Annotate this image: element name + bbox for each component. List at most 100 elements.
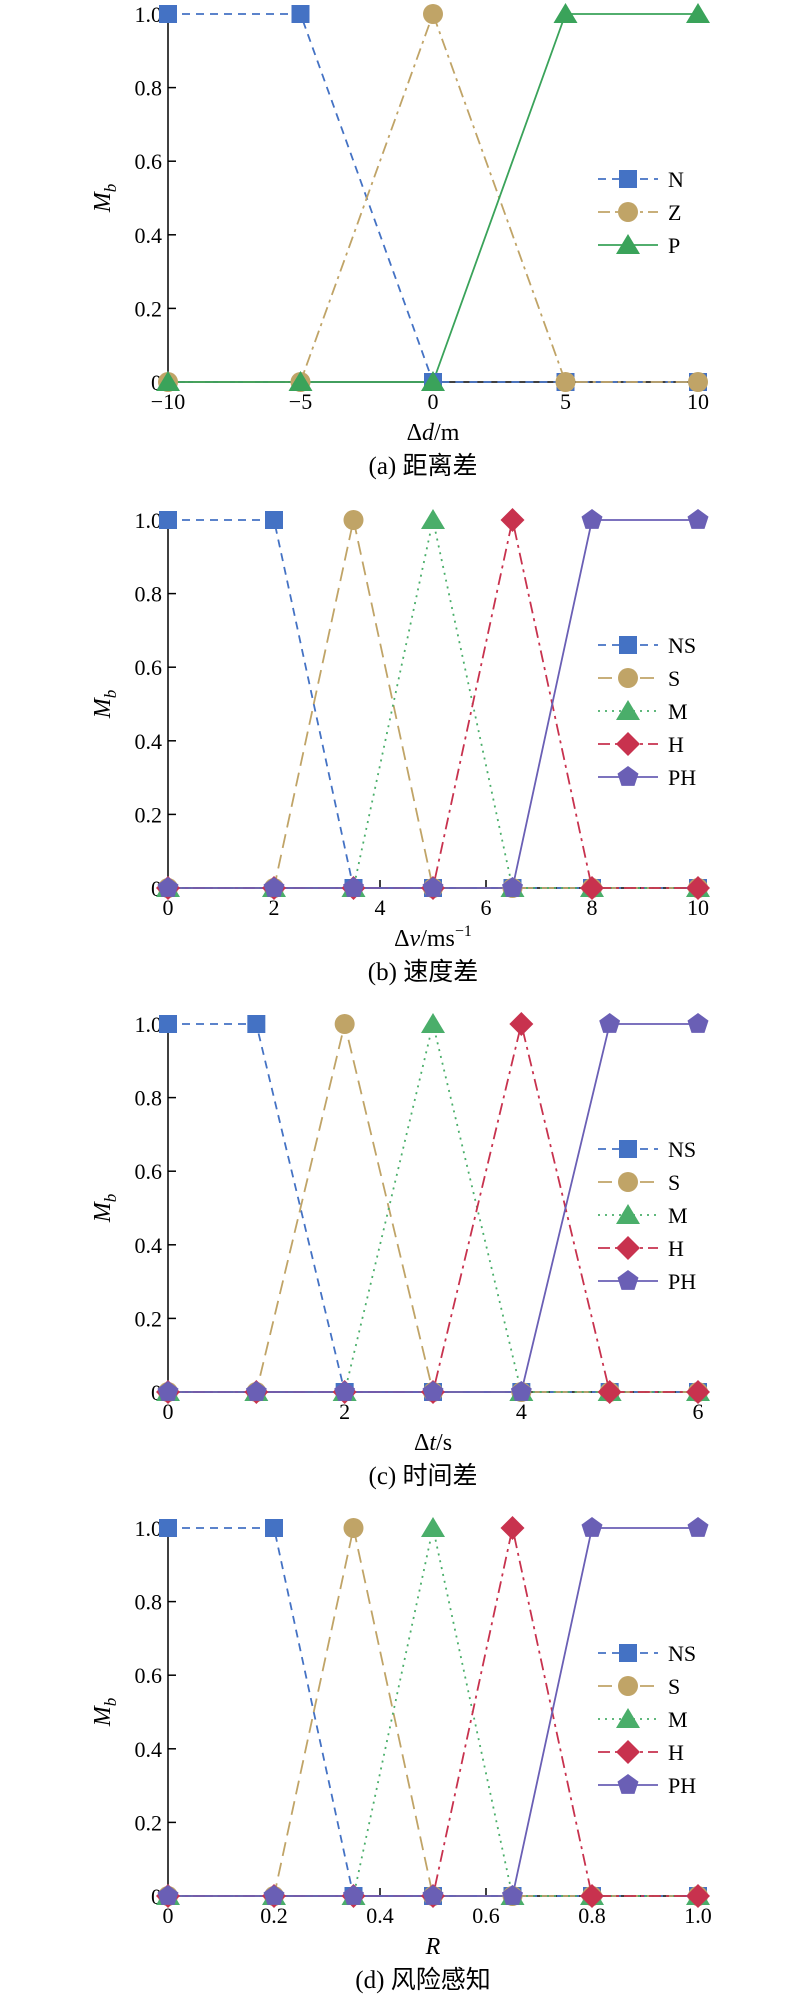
series-line-H	[168, 1527, 698, 1897]
data-point-PH	[422, 1381, 444, 1401]
data-point-PH	[157, 877, 179, 897]
panel-caption: (d) 风险感知	[355, 1966, 490, 1994]
legend-marker-NS	[619, 1140, 637, 1158]
panel-caption: (b) 速度差	[368, 958, 478, 986]
y-axis-label: Mb	[90, 1194, 120, 1224]
y-tick-label: 0.4	[135, 1233, 163, 1258]
x-tick-label: 4	[516, 1399, 527, 1424]
x-tick-label: 0	[428, 389, 439, 414]
data-point-N	[291, 5, 310, 23]
legend-label-P: P	[668, 233, 680, 258]
data-point-S	[334, 1014, 355, 1034]
x-tick-label: 5	[560, 389, 571, 414]
x-axis-label: Δv/ms−1	[394, 923, 472, 952]
data-point-P	[156, 371, 180, 391]
y-tick-label: 1.0	[135, 508, 163, 533]
legend-marker-PH	[617, 1774, 639, 1794]
series-line-Z	[168, 11, 698, 383]
y-tick-label: 1.0	[135, 1012, 163, 1037]
data-point-PH	[263, 877, 285, 897]
data-point-NS	[159, 511, 177, 529]
series-line-M	[168, 519, 698, 889]
legend-label-H: H	[668, 1236, 684, 1261]
series-line-N	[168, 13, 698, 383]
x-tick-label: 10	[687, 389, 709, 414]
data-point-PH	[502, 1885, 523, 1905]
y-tick-label: 0.4	[135, 1737, 163, 1762]
data-point-NS	[159, 1015, 177, 1033]
y-tick-label: 0.6	[135, 149, 163, 174]
data-point-NS	[247, 1015, 266, 1033]
data-point-NS	[265, 511, 283, 529]
data-point-H	[500, 508, 525, 532]
legend-marker-M	[616, 1204, 640, 1224]
legend-marker-S	[618, 1172, 638, 1192]
data-point-P	[288, 371, 313, 391]
x-tick-label: 4	[375, 895, 386, 920]
y-tick-label: 0.2	[135, 1810, 163, 1835]
series-line-P	[168, 13, 698, 383]
series-line-PH	[168, 1527, 698, 1897]
legend-label-N: N	[668, 167, 684, 192]
data-point-H	[686, 1884, 710, 1908]
data-point-Z	[555, 372, 576, 392]
x-tick-label: 0.4	[366, 1903, 394, 1928]
data-point-M	[421, 1517, 445, 1537]
legend-label-M: M	[668, 699, 688, 724]
x-tick-label: 0	[163, 1903, 174, 1928]
y-tick-label: 0.6	[135, 1159, 163, 1184]
legend-label-S: S	[668, 666, 680, 691]
data-point-PH	[343, 1885, 364, 1905]
legend-label-H: H	[668, 1740, 684, 1765]
y-tick-label: 1.0	[135, 1516, 163, 1541]
panel-caption: (a) 距离差	[369, 452, 478, 480]
y-tick-label: 0.8	[135, 1590, 163, 1615]
series-line-S	[168, 1023, 698, 1393]
panel-caption: (c) 时间差	[369, 1462, 478, 1490]
data-point-H	[580, 1884, 604, 1908]
x-tick-label: 0.6	[472, 1903, 500, 1928]
data-point-PH	[157, 1381, 179, 1401]
data-point-PH	[599, 1013, 621, 1033]
legend-label-NS: NS	[668, 1641, 696, 1666]
data-point-PH	[422, 877, 444, 897]
y-tick-label: 0.2	[135, 802, 163, 827]
y-tick-label: 0.6	[135, 1663, 163, 1688]
y-axis-label: Mb	[90, 184, 120, 214]
data-point-M	[421, 509, 445, 529]
x-tick-label: 0	[163, 1399, 174, 1424]
data-point-PH	[334, 1381, 356, 1401]
y-tick-label: 0	[151, 370, 162, 395]
y-tick-label: 1.0	[135, 2, 163, 27]
y-tick-label: 0.4	[135, 223, 163, 248]
y-tick-label: 0.2	[135, 1306, 163, 1331]
data-point-PH	[343, 877, 364, 897]
legend-label-S: S	[668, 1170, 680, 1195]
y-axis-label: Mb	[90, 690, 120, 720]
data-point-PH	[687, 1013, 709, 1033]
data-point-H	[597, 1380, 622, 1404]
data-point-M	[421, 1013, 445, 1033]
y-tick-label: 0.4	[135, 729, 163, 754]
legend-marker-H	[616, 1740, 640, 1764]
data-point-PH	[422, 1885, 444, 1905]
legend-marker-Z	[618, 202, 638, 222]
series-line-H	[168, 1023, 698, 1393]
data-point-N	[159, 5, 177, 23]
x-axis-label: Δd/m	[407, 420, 460, 446]
y-tick-label: 0.8	[135, 1086, 163, 1111]
data-point-PH	[510, 1381, 532, 1401]
legend-label-PH: PH	[668, 1773, 696, 1798]
legend-label-Z: Z	[668, 200, 681, 225]
legend-label-PH: PH	[668, 1269, 696, 1294]
x-tick-label: 8	[587, 895, 598, 920]
legend-label-S: S	[668, 1674, 680, 1699]
data-point-S	[343, 1518, 364, 1538]
x-tick-label: 2	[339, 1399, 350, 1424]
x-axis-label: Δt/s	[414, 1430, 452, 1456]
series-line-NS	[168, 1527, 698, 1897]
